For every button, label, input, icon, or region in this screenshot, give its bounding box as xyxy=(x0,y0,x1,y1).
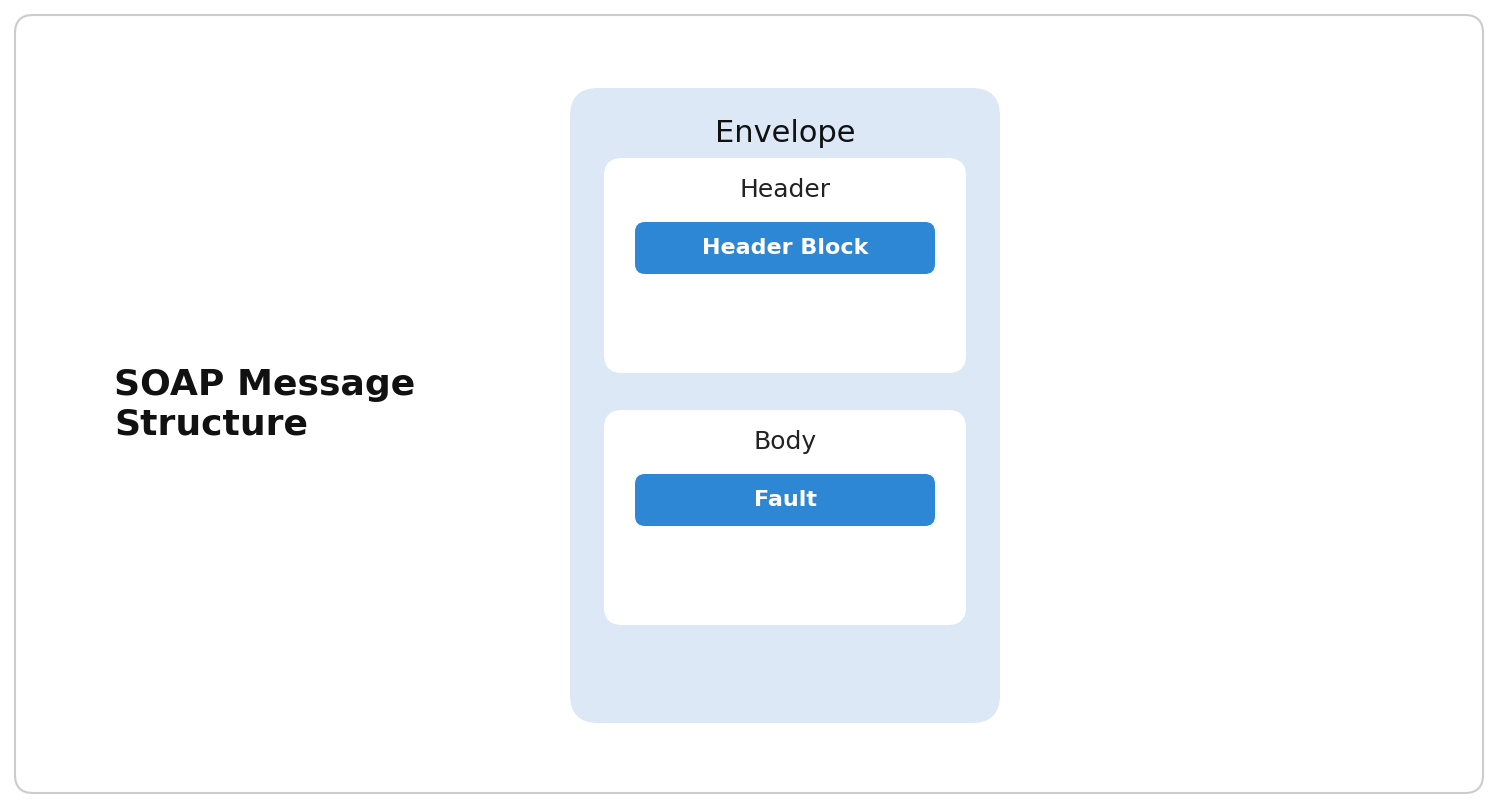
Text: Body: Body xyxy=(753,430,816,454)
Text: Fault: Fault xyxy=(753,490,816,510)
FancyBboxPatch shape xyxy=(604,410,966,625)
Text: Header: Header xyxy=(740,178,831,202)
Text: Envelope: Envelope xyxy=(714,118,855,147)
FancyBboxPatch shape xyxy=(570,88,1000,723)
FancyBboxPatch shape xyxy=(15,15,1484,793)
Text: Header Block: Header Block xyxy=(702,238,868,258)
FancyBboxPatch shape xyxy=(634,474,934,526)
FancyBboxPatch shape xyxy=(634,222,934,274)
Text: SOAP Message
Structure: SOAP Message Structure xyxy=(114,369,416,441)
FancyBboxPatch shape xyxy=(604,158,966,373)
